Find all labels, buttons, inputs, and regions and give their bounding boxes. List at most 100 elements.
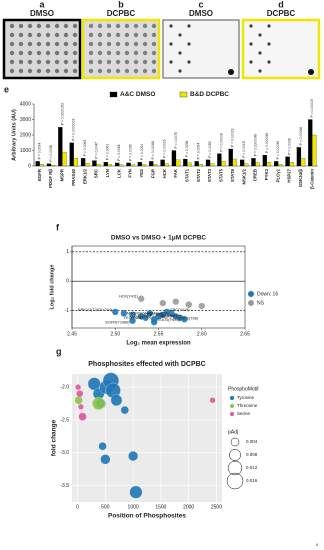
blot-spot: [45, 59, 51, 65]
blot-spot: [187, 42, 191, 46]
blot-spot: [142, 50, 148, 56]
blot-spot: [45, 32, 51, 38]
x-tick-label: STAT6: [230, 168, 235, 182]
blot-spot: [169, 24, 173, 28]
x-tick-label: MSK1/2: [241, 168, 246, 184]
blot-spot: [106, 32, 112, 38]
p-value-annotation: P = 0.0083: [208, 141, 212, 158]
bar: [274, 161, 279, 167]
blot-label: DCPBC: [107, 9, 136, 18]
bubble: [209, 397, 216, 404]
bar: [278, 164, 283, 167]
p-value-annotation: P = 0.00016: [163, 139, 167, 157]
bar: [96, 164, 101, 167]
y-axis-label: Log₂ fold change: [49, 265, 55, 310]
y-tick-label: -2.5: [60, 417, 69, 423]
blot-spot: [88, 68, 94, 74]
bar: [308, 119, 313, 167]
bar: [209, 163, 215, 167]
x-tick-label: STAT2: [196, 168, 201, 182]
y-tick-label: -3.0: [60, 450, 69, 456]
p-value-annotation: P = 0.0064: [117, 144, 121, 161]
bar: [183, 158, 188, 167]
blot-spot: [106, 41, 112, 47]
blot-spot: [115, 23, 121, 29]
blot-spot: [249, 60, 253, 64]
size-legend-marker: [227, 460, 243, 476]
blot-spot: [133, 32, 139, 38]
legend-swatch: [109, 91, 118, 98]
legend-label: Tyrosine: [237, 395, 255, 400]
x-tick-label: MSPR: [60, 168, 65, 181]
bar: [92, 160, 97, 167]
bar: [137, 162, 143, 167]
bar: [115, 162, 120, 167]
blot-spot: [151, 32, 157, 38]
blot-spot: [36, 32, 42, 38]
blot-spot: [36, 50, 42, 56]
bar: [119, 164, 124, 167]
p-value-annotation: P = 0.00068: [299, 127, 303, 145]
x-tick-label: STAT1: [185, 168, 190, 182]
p-value-annotation: P = 0.01068: [151, 141, 155, 159]
x-tick-label: 500: [101, 504, 110, 510]
p-value-annotation: P = 0.0038: [49, 145, 53, 162]
panel-letter: g: [56, 346, 62, 356]
x-tick-label: PDGF Rβ: [48, 169, 53, 188]
legend-marker: [248, 300, 254, 306]
blot-spot: [142, 32, 148, 38]
blot-spot: [36, 41, 42, 47]
point: [150, 318, 158, 326]
x-tick-label: PYK2: [264, 168, 269, 180]
bar: [285, 156, 290, 167]
bubble: [74, 396, 83, 405]
y-tick-label: 2000: [20, 132, 31, 138]
size-legend-label: 0.012: [246, 465, 258, 470]
point-label: EGFR(Y1086): [105, 321, 130, 325]
x-tick-label: HSP27: [287, 168, 292, 182]
legend-marker: [230, 396, 234, 400]
blot-spot: [97, 23, 103, 29]
y-tick-label: -1: [65, 308, 70, 314]
panel-letter: e: [4, 84, 9, 94]
blot-spot: [9, 68, 15, 74]
blot-spot: [97, 41, 103, 47]
point-label: CHK2(T68): [179, 316, 199, 320]
x-tick-label: FYN: [128, 169, 133, 178]
x-tick-label: LCK: [116, 168, 121, 178]
blot-spot: [142, 41, 148, 47]
blot-spot: [54, 32, 60, 38]
bar: [107, 164, 113, 167]
blot-spot: [97, 50, 103, 56]
point-label: SRC(Y419): [170, 308, 190, 312]
blot-spot: [142, 23, 148, 29]
point: [120, 310, 128, 317]
legend-label: Threonine: [237, 403, 258, 408]
blot-spot: [72, 59, 78, 65]
point-label: LCK(Y394): [132, 315, 152, 319]
legend-label: Serine: [237, 411, 251, 416]
blot-spot: [27, 41, 33, 47]
blot-spot: [124, 32, 130, 38]
bubble: [129, 485, 143, 499]
bar: [289, 162, 294, 167]
x-tick-label: CREB: [253, 169, 258, 181]
bar: [221, 161, 226, 167]
bar: [164, 163, 169, 167]
x-tick-label: 0: [76, 504, 79, 510]
legend-label: NS: [257, 300, 265, 306]
bar: [262, 155, 267, 167]
chart-title: DMSO vs DMSO + 1μM DCPBC: [111, 235, 206, 242]
x-tick-label: 2500: [211, 504, 222, 510]
blot-spot: [36, 23, 42, 29]
blot-spot: [72, 50, 78, 56]
x-tick-label: ERK1/2: [82, 168, 87, 184]
p-value-annotation: P = 0.00019: [310, 99, 314, 117]
bubble: [77, 403, 84, 410]
p-value-annotation: P = 0.0000153: [60, 103, 64, 125]
point: [198, 302, 205, 310]
blot-spot: [27, 50, 33, 56]
p-value-annotation: P = 0.0054: [38, 143, 42, 160]
legend-marker: [248, 291, 254, 297]
y-tick-label: 4000: [20, 101, 31, 107]
